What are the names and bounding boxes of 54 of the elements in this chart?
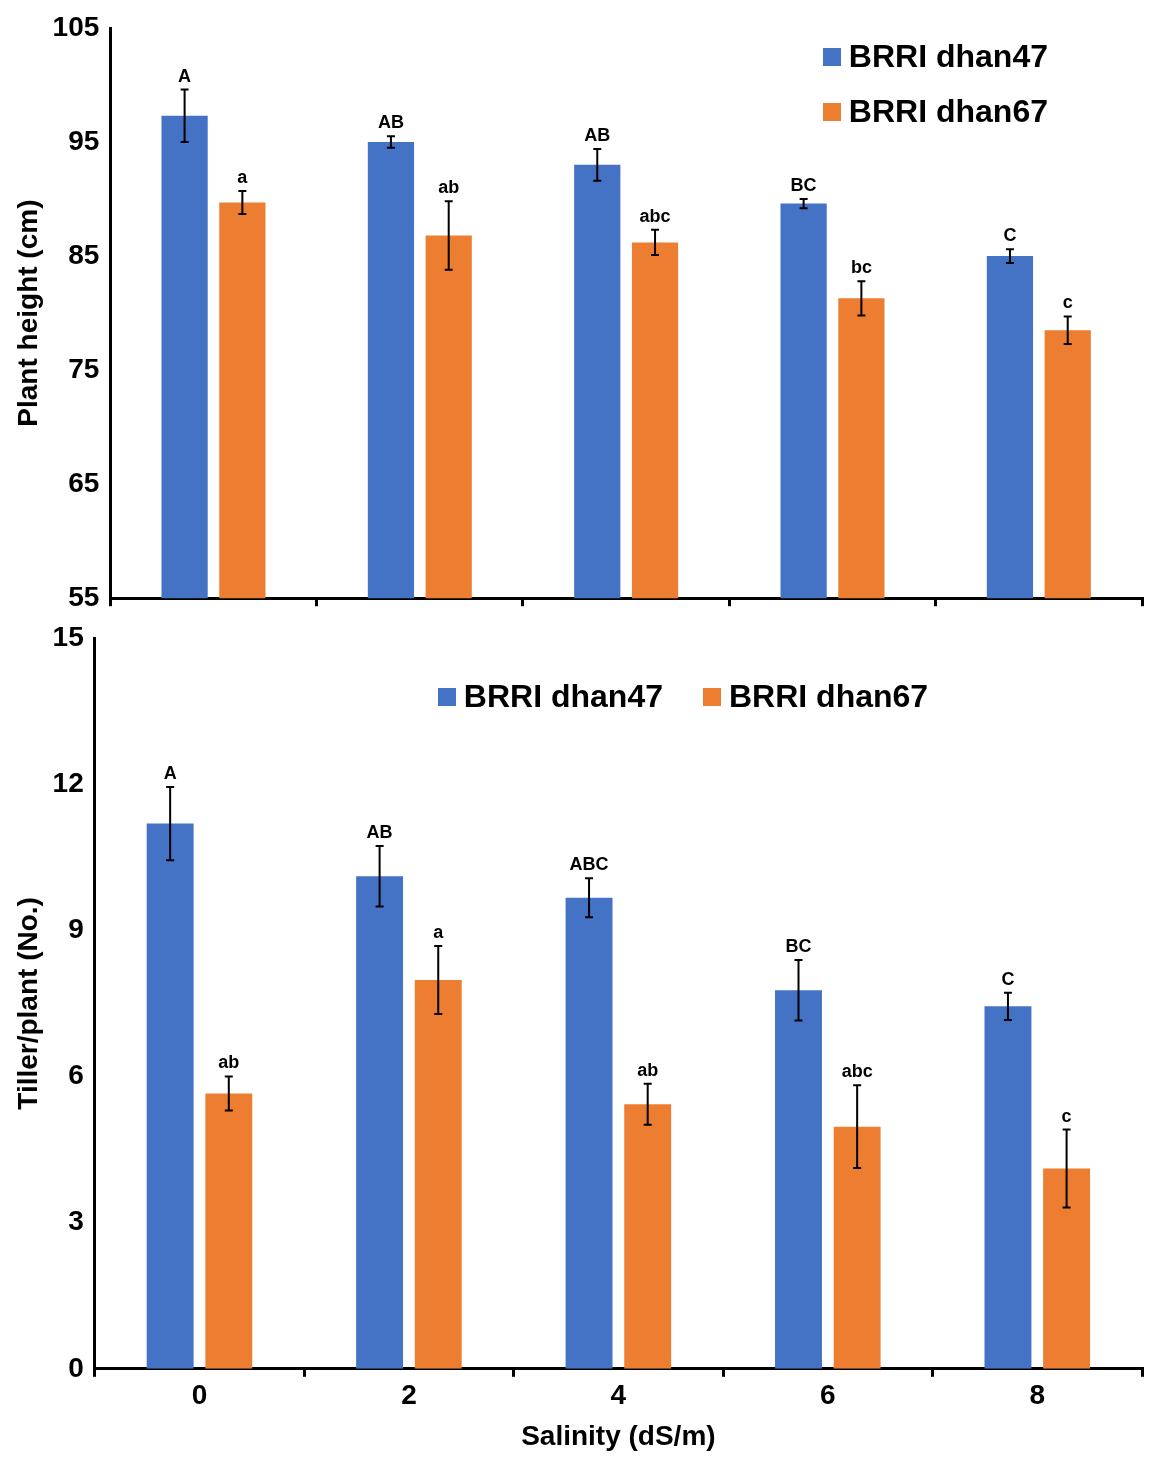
bar — [984, 1006, 1032, 1369]
bar — [775, 990, 822, 1369]
bar — [205, 1093, 253, 1369]
data-label: a — [237, 167, 249, 188]
data-label: AB — [584, 124, 611, 145]
data-label: abc — [639, 205, 671, 226]
data-label: AB — [366, 822, 393, 842]
bar — [565, 897, 613, 1369]
data-label: C — [1001, 968, 1015, 989]
data-label: AB — [377, 112, 404, 133]
data-label: abc — [841, 1061, 873, 1082]
data-label: ab — [218, 1052, 240, 1073]
data-label: A — [163, 763, 177, 784]
x-tick-label: 8 — [1029, 1379, 1046, 1411]
x-tick-label: 2 — [401, 1379, 417, 1411]
y-tick-label: 65 — [68, 466, 100, 498]
x-tick-label: 4 — [610, 1379, 627, 1411]
data-label: C — [1003, 225, 1017, 246]
data-label: ABC — [569, 854, 609, 875]
data-label: ab — [438, 177, 460, 198]
data-label: ab — [637, 1059, 659, 1080]
y-tick-label: 75 — [68, 352, 100, 384]
y-tick-label: 12 — [52, 766, 84, 798]
legend-label: BRRI dhan47 — [463, 678, 663, 715]
y-tick-label: 3 — [68, 1205, 84, 1237]
data-label: BC — [790, 175, 817, 196]
y-tick-label: 15 — [52, 620, 84, 652]
y-tick-label: 95 — [68, 124, 100, 156]
legend-label: BRRI dhan67 — [848, 93, 1048, 130]
legend-label: BRRI dhan47 — [848, 38, 1048, 75]
data-label: c — [1062, 292, 1073, 313]
y-tick-label: 6 — [68, 1059, 84, 1091]
y-axis-title: Tiller/plant (No.) — [11, 897, 43, 1110]
x-tick-label: 6 — [820, 1379, 836, 1411]
bar — [146, 823, 194, 1369]
legend-label: BRRI dhan67 — [729, 678, 929, 715]
bar — [833, 1126, 881, 1369]
data-label: bc — [850, 257, 872, 278]
bar — [356, 876, 404, 1369]
y-tick-label: 85 — [68, 238, 100, 270]
y-tick-label: 9 — [68, 913, 84, 945]
data-label: a — [433, 921, 445, 942]
y-axis-title: Plant height (cm) — [11, 199, 43, 427]
data-label: A — [178, 65, 192, 86]
y-tick-label: 105 — [52, 10, 100, 42]
y-tick-label: 0 — [68, 1351, 84, 1383]
data-label: c — [1061, 1105, 1072, 1126]
y-tick-label: 55 — [68, 580, 100, 612]
x-axis-title: Salinity (dS/m) — [521, 1419, 716, 1451]
bar — [414, 980, 462, 1369]
bar — [624, 1104, 672, 1369]
data-label: BC — [785, 936, 812, 957]
x-tick-label: 0 — [191, 1379, 208, 1411]
bar — [1043, 1168, 1091, 1369]
